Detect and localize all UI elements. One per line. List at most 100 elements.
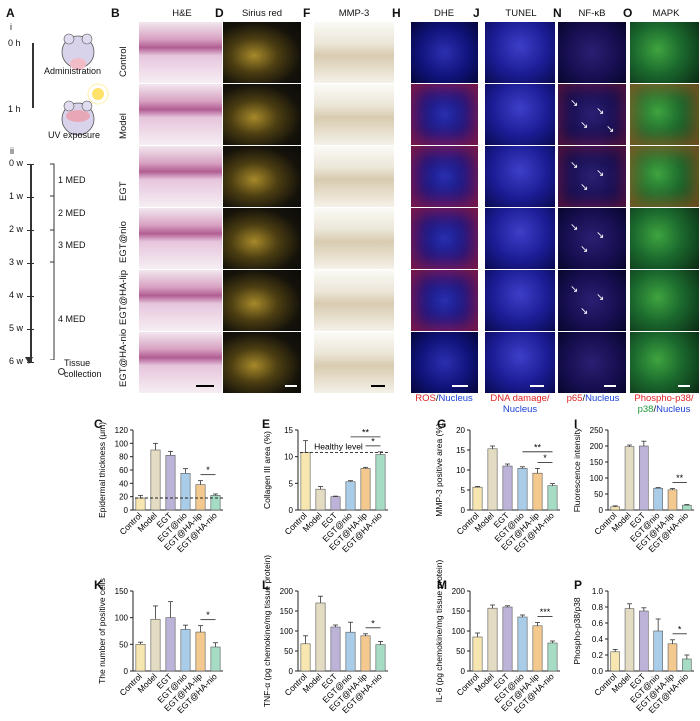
med-brackets	[50, 163, 55, 360]
bar-E-3	[330, 496, 341, 511]
y-tick-label: 100	[115, 614, 129, 623]
bar-L-6	[375, 644, 386, 672]
panel-label-e: E	[262, 417, 271, 431]
significance-label: **	[676, 473, 684, 483]
micrograph-mmp3-row-3	[314, 146, 394, 207]
week-label: 2 w	[9, 224, 24, 234]
bar-E-2	[315, 488, 326, 511]
panel-label-g: G	[437, 417, 447, 431]
week-label: 5 w	[9, 323, 24, 333]
med-1: 1 MED	[58, 175, 86, 185]
micrograph-sirius-row-2	[223, 84, 301, 145]
scale-bar	[678, 385, 690, 387]
y-tick-label: 60	[119, 466, 128, 475]
week-tick	[27, 329, 34, 331]
y-tick-label: 5	[461, 486, 466, 495]
micrograph-dhe-row-2	[411, 84, 478, 145]
bar-I-4	[653, 487, 663, 511]
week-label: 3 w	[9, 257, 24, 267]
week-tick	[27, 362, 34, 364]
bar-L-4	[345, 631, 356, 672]
med-4: 4 MED	[58, 314, 86, 324]
bar-E-4	[345, 481, 356, 511]
panel-label-d: D	[215, 6, 224, 20]
y-axis-label: Collagen III area (%)	[262, 431, 272, 509]
y-tick-label: 150	[280, 607, 294, 616]
arrow-icon: ↘	[570, 160, 579, 171]
bar-M-3	[502, 606, 513, 672]
significance-label: *	[371, 436, 375, 446]
y-tick-label: 0.6	[592, 619, 604, 628]
title-he: H&E	[172, 8, 192, 19]
scale-bar	[285, 385, 297, 387]
panel-label-k: K	[94, 578, 103, 592]
bar-M-5	[532, 625, 543, 672]
micrograph-nfkb-row-3	[558, 146, 626, 207]
bar-E-6	[375, 454, 386, 511]
y-tick-label: 100	[452, 627, 466, 636]
significance-label: *	[678, 624, 682, 634]
significance-label: *	[206, 610, 210, 620]
title-nfkb: NF-κB	[578, 8, 606, 19]
bar-P-6	[682, 658, 692, 672]
panel-label-o: O	[623, 6, 633, 20]
bar-G-4	[517, 468, 528, 511]
med-2: 2 MED	[58, 208, 86, 218]
uv-exposure-label: UV exposure	[48, 130, 101, 140]
title-mmp3: MMP-3	[338, 8, 370, 19]
bar-C-1	[135, 497, 146, 511]
y-axis-label: Phospho-p38/p38	[572, 597, 582, 664]
y-tick-label: 20	[456, 426, 465, 435]
y-tick-label: 200	[280, 587, 294, 596]
panel-label-f: F	[303, 6, 311, 20]
bar-M-4	[517, 616, 528, 672]
y-tick-label: 50	[456, 647, 465, 656]
y-tick-label: 150	[115, 587, 129, 596]
arrow-icon: ↘	[580, 182, 589, 193]
collection-line1: Tissue	[64, 358, 91, 368]
timeline-arrowhead	[25, 357, 33, 364]
bar-I-5	[667, 489, 678, 511]
bar-E-1	[300, 452, 311, 511]
bar-I-2	[624, 446, 635, 511]
y-tick-label: 150	[590, 458, 604, 467]
y-tick-label: 100	[590, 474, 604, 483]
micrograph-sirius-row-4	[223, 208, 301, 269]
week-tick	[27, 197, 34, 199]
week-tick	[27, 164, 34, 166]
micrograph-dhe-row-5	[411, 270, 478, 331]
y-tick-label: 50	[119, 640, 128, 649]
bar-K-2	[150, 618, 161, 672]
title-tunel: TUNEL	[505, 8, 537, 19]
mouse-illustrations	[61, 33, 109, 136]
y-tick-label: 0	[461, 506, 466, 515]
y-tick-label: 120	[115, 426, 129, 435]
panel-label-a: A	[6, 6, 15, 20]
y-tick-label: 0	[124, 667, 129, 676]
micrograph-mapk-row-5	[630, 270, 699, 331]
bar-K-1	[135, 644, 146, 672]
title-sirius: Sirius red	[241, 8, 283, 19]
micrograph-tunel-row-3	[485, 146, 555, 207]
y-tick-label: 0	[599, 506, 604, 515]
arrow-icon: ↘	[570, 98, 579, 109]
micrograph-tunel-row-2	[485, 84, 555, 145]
micrograph-mapk-row-2	[630, 84, 699, 145]
bar-M-6	[547, 642, 558, 672]
micrograph-sirius-row-3	[223, 146, 301, 207]
micrograph-nfkb-row-5	[558, 270, 626, 331]
bar-C-4	[180, 473, 191, 511]
week-label: 1 w	[9, 191, 24, 201]
caption-mapk: Phospho-p38/p38/Nucleus	[634, 393, 694, 415]
y-tick-label: 80	[119, 453, 128, 462]
micrograph-he-row-1	[139, 22, 222, 83]
bar-P-5	[667, 643, 678, 672]
week-label: 0 w	[9, 158, 24, 168]
arrow-icon: ↘	[596, 292, 605, 303]
y-tick-label: 200	[590, 442, 604, 451]
bar-C-2	[150, 449, 161, 511]
significance-label: *	[206, 465, 210, 475]
y-tick-label: 50	[284, 647, 293, 656]
arrow-icon: ↘	[596, 230, 605, 241]
